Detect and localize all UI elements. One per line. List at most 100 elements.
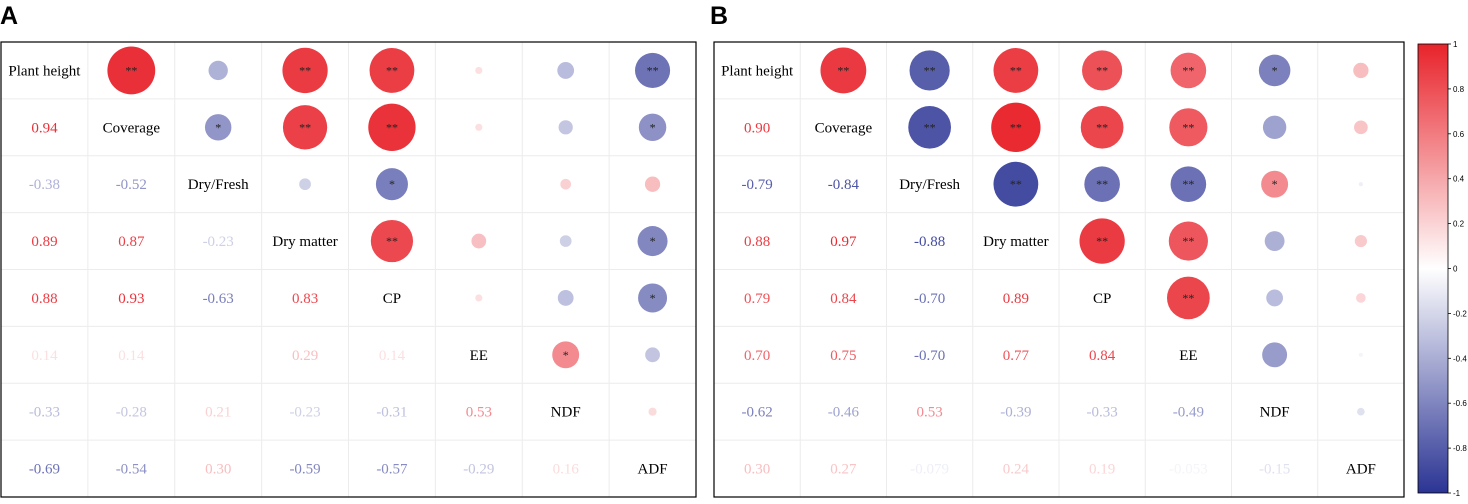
significance-mark: **: [386, 120, 398, 134]
color-bar-tick-label: -0.4: [1453, 354, 1467, 363]
correlation-circle: [370, 219, 414, 263]
significance-mark: **: [1182, 234, 1194, 248]
correlation-value: 0.89: [1003, 291, 1029, 307]
correlation-value: -0.88: [914, 234, 945, 250]
significance-mark: **: [1182, 120, 1194, 134]
variable-label: ADF: [1346, 462, 1376, 478]
correlation-circle: [638, 283, 668, 313]
correlation-value: 0.97: [830, 234, 857, 250]
correlation-circle: [1354, 234, 1367, 248]
correlation-circle: [1079, 218, 1125, 264]
color-bar-tick-label: 0.6: [1453, 130, 1465, 139]
correlation-value: -0.079: [910, 462, 949, 478]
significance-mark: **: [1010, 63, 1022, 77]
correlation-value: 0.93: [118, 291, 144, 307]
correlation-circle: [558, 120, 573, 135]
significance-mark: **: [924, 63, 936, 77]
correlation-value: 0.89: [31, 234, 57, 250]
significance-mark: **: [1096, 120, 1108, 134]
correlation-value: 0.53: [917, 405, 943, 421]
correlation-circle: [1167, 276, 1210, 320]
correlation-value: -0.70: [914, 348, 945, 364]
correlation-circle: [375, 168, 408, 201]
correlation-circle: [471, 233, 487, 249]
significance-mark: **: [386, 234, 398, 248]
panel-frame: [713, 41, 1405, 498]
variable-label: EE: [1179, 348, 1197, 364]
correlation-circle: [909, 50, 950, 91]
variable-label: EE: [470, 348, 488, 364]
significance-mark: **: [1096, 177, 1108, 191]
variable-label: NDF: [1260, 405, 1290, 421]
correlation-value: -0.23: [289, 405, 320, 421]
panel-b-label: B: [710, 2, 728, 30]
variable-label: Plant height: [8, 63, 81, 79]
correlation-value: -0.79: [742, 177, 773, 193]
correlation-value: 0.84: [830, 291, 857, 307]
correlation-value: -0.29: [463, 462, 494, 478]
correlation-circle: [476, 182, 481, 187]
correlation-circle: [559, 235, 572, 247]
correlation-circle: [820, 47, 867, 94]
significance-mark: *: [650, 234, 656, 248]
correlation-value: -0.38: [29, 177, 60, 193]
correlation-circle: [645, 347, 660, 363]
significance-mark: **: [647, 63, 659, 77]
correlation-circle: [1084, 166, 1120, 202]
correlation-circle: [475, 294, 483, 302]
correlation-circle: [908, 105, 951, 149]
significance-mark: *: [1272, 177, 1278, 191]
significance-mark: **: [1010, 120, 1022, 134]
significance-mark: **: [1182, 291, 1194, 305]
correlation-circle: [648, 407, 657, 416]
significance-mark: **: [299, 63, 311, 77]
correlation-value: 0.90: [744, 120, 770, 136]
color-bar-tick-label: 0.2: [1453, 220, 1465, 229]
correlation-value: 0.14: [379, 348, 406, 364]
correlation-value: 0.88: [31, 291, 57, 307]
correlation-circle: [475, 123, 483, 131]
correlation-value: -0.70: [914, 291, 945, 307]
correlation-circle: [557, 62, 575, 79]
color-bar-tick-label: 0.4: [1453, 175, 1465, 184]
correlation-value: 0.29: [292, 348, 318, 364]
color-bar-tick-label: -0.2: [1453, 309, 1467, 318]
correlation-value: 0.30: [744, 462, 770, 478]
correlation-circle: [637, 226, 668, 257]
correlation-circle: [1261, 170, 1289, 198]
color-bar-tick-label: 0: [1453, 265, 1458, 274]
correlation-value: 0.83: [292, 291, 318, 307]
correlation-value: 0.19: [1089, 462, 1115, 478]
correlation-circle: [1082, 50, 1123, 91]
variable-label: Plant height: [721, 63, 794, 79]
correlation-value: 0.77: [1003, 348, 1030, 364]
significance-mark: *: [215, 120, 221, 134]
color-bar-tick-label: -0.8: [1453, 444, 1467, 453]
significance-mark: *: [389, 177, 395, 191]
correlation-value: -0.54: [116, 462, 148, 478]
correlation-circle: [552, 341, 580, 369]
correlation-value: 0.87: [118, 234, 145, 250]
correlation-circle: [1262, 115, 1287, 140]
correlation-value: 0.16: [553, 462, 580, 478]
correlation-value: -0.59: [289, 462, 320, 478]
significance-mark: **: [1096, 63, 1108, 77]
correlation-circle: [635, 52, 671, 88]
variable-label: Dry matter: [272, 234, 337, 250]
correlation-value: 0.94: [31, 120, 58, 136]
correlation-circle: [991, 102, 1041, 152]
correlation-value: 0.27: [830, 462, 857, 478]
correlation-circle: [368, 103, 416, 151]
correlation-value: 0.24: [1003, 462, 1030, 478]
color-scale-bar: 1 0.8 0.6 0.4 0.2 0 -0.2 -0.4 -0.6 -0.8 -1: [1417, 40, 1467, 498]
correlation-circle: [1266, 289, 1284, 307]
variable-label: Dry/Fresh: [188, 177, 249, 193]
correlation-value: 0.14: [118, 348, 145, 364]
correlation-value: 0.21: [205, 405, 231, 421]
correlation-circle: [560, 178, 572, 190]
correlation-value: -0.46: [828, 405, 860, 421]
variable-label: Coverage: [103, 120, 161, 136]
correlation-value: 0.30: [205, 462, 231, 478]
correlation-circle: [1358, 352, 1363, 357]
